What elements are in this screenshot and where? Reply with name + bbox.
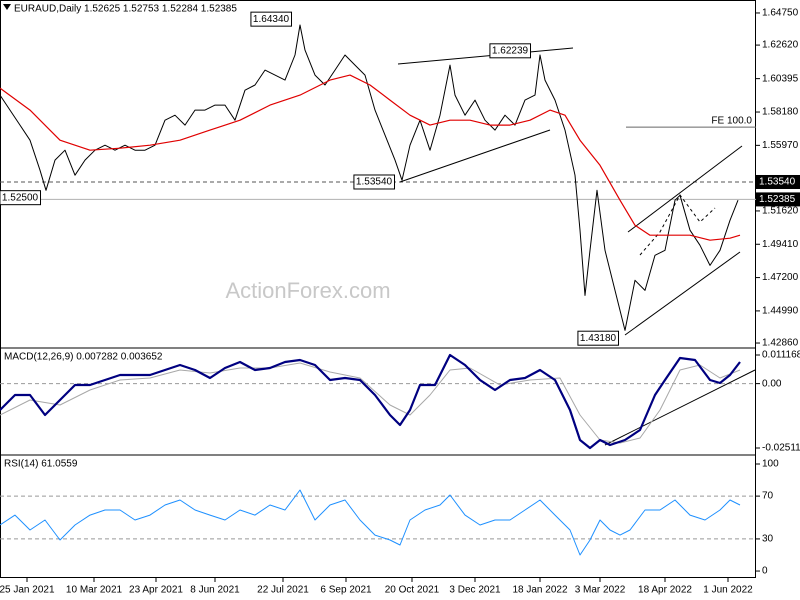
y-tick-label: 100 — [762, 459, 779, 470]
level-box — [756, 174, 800, 189]
y-tick-label: 1.62620 — [762, 40, 799, 51]
trendline — [624, 251, 741, 336]
x-tick-label: 22 Jul 2021 — [257, 585, 309, 596]
y-tick-label: 1.51620 — [762, 206, 799, 217]
annotation-box — [489, 43, 532, 59]
annotation-box — [0, 190, 42, 206]
level-label: 1.53540 — [759, 177, 796, 188]
y-tick-label: 30 — [762, 534, 774, 545]
panel-title: MACD(12,26,9) 0.007282 0.003652 — [4, 352, 163, 363]
trendline — [604, 369, 756, 446]
watermark: ActionForex.com — [225, 278, 390, 303]
x-tick-label: 6 Sep 2021 — [320, 585, 372, 596]
y-tick-label: 1.60395 — [762, 73, 799, 84]
y-tick-label: 1.58180 — [762, 107, 799, 118]
title-icon — [3, 4, 11, 10]
annotation-label: 1.52500 — [2, 192, 39, 203]
y-tick-label: 1.42860 — [762, 338, 799, 349]
annotation-label: 1.43180 — [580, 333, 617, 344]
level-box — [756, 192, 800, 207]
y-tick-label: 70 — [762, 491, 774, 502]
line-series — [0, 353, 741, 450]
annotation-box — [577, 330, 620, 346]
x-tick-label: 3 Dec 2021 — [449, 585, 501, 596]
x-tick-label: 10 Mar 2021 — [66, 585, 123, 596]
x-tick-label: 1 Jun 2022 — [703, 585, 753, 596]
y-tick-label: -0.025117 — [762, 443, 800, 454]
y-tick-label: 0 — [762, 566, 768, 577]
y-tick-label: 1.64750 — [762, 8, 799, 19]
x-tick-label: 18 Apr 2022 — [638, 585, 692, 596]
line-series — [0, 74, 741, 241]
annotation-label: 1.64340 — [253, 14, 290, 25]
level-label: 1.52385 — [759, 194, 796, 205]
annotation-label: 1.53540 — [356, 177, 393, 188]
y-tick-label: 0.011168 — [762, 350, 800, 361]
x-tick-label: 20 Oct 2021 — [385, 585, 440, 596]
x-tick-label: 3 Mar 2022 — [575, 585, 626, 596]
annotation-box — [353, 174, 396, 190]
y-tick-label: 1.44990 — [762, 306, 799, 317]
trendline — [399, 129, 551, 183]
line-series — [0, 489, 741, 556]
panel-title: EURAUD,Daily 1.52625 1.52753 1.52284 1.5… — [14, 4, 237, 15]
annotation-label: 1.62239 — [492, 45, 529, 56]
x-tick-label: 23 Apr 2021 — [129, 585, 183, 596]
y-tick-label: 1.49410 — [762, 239, 799, 250]
panel-title: RSI(14) 61.0559 — [4, 459, 78, 470]
y-tick-label: 0.00 — [762, 378, 782, 389]
x-tick-label: 18 Jan 2022 — [512, 585, 567, 596]
trendline — [397, 47, 574, 65]
level-label: FE 100.0 — [711, 116, 752, 127]
plot-frame — [0, 0, 756, 578]
trendline — [627, 145, 743, 233]
x-tick-label: 25 Jan 2021 — [0, 585, 55, 596]
x-tick-label: 8 Jun 2021 — [190, 585, 240, 596]
y-tick-label: 1.55970 — [762, 140, 799, 151]
annotation-box — [250, 11, 293, 27]
line-series — [0, 362, 741, 444]
y-tick-label: 1.47200 — [762, 272, 799, 283]
